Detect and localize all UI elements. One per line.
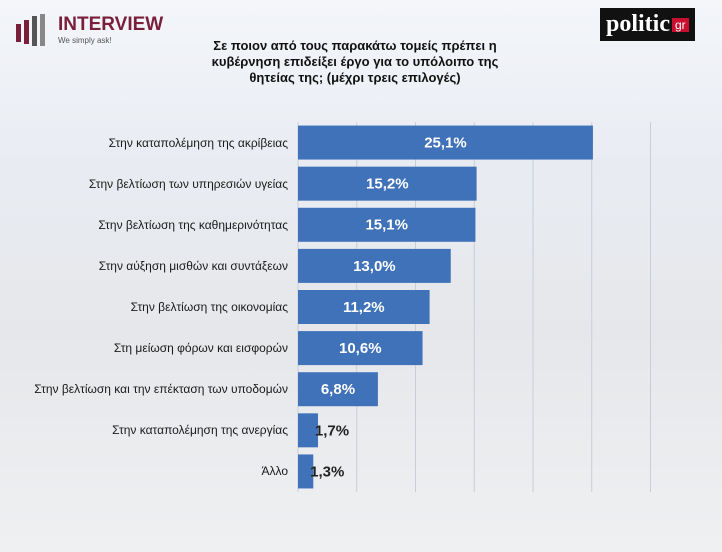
brand-tagline: We simply ask! [58,35,112,45]
category-label: Στην αύξηση μισθών και συντάξεων [98,258,288,273]
bar [298,331,423,366]
category-label: Στην βελτίωση της οικονομίας [130,300,288,314]
category-label: Άλλο [261,464,288,479]
category-label: Στην βελτίωση των υπηρεσιών υγείας [88,176,288,191]
value-label: 11,2% [343,299,385,316]
bar [298,454,314,489]
bar [298,290,430,324]
bar [298,207,476,242]
bar [298,372,378,407]
value-label: 25,1% [424,135,467,152]
bar [298,248,451,283]
logo-icon [16,14,45,46]
category-label: Στην βελτίωση και την επέκταση των υποδο… [34,382,288,397]
bar [298,413,318,448]
value-label: 1,3% [310,463,344,480]
chart-title: Σε ποιον από τους παρακάτω τομείς πρέπει… [211,38,499,85]
partner-name: politic [606,11,670,37]
bar [298,166,477,201]
interview-logo: INTERVIEW We simply ask! [14,12,163,46]
category-label: Στην καταπολέμηση της ακρίβειας [108,135,288,150]
partner-logo: politic gr [600,8,695,41]
category-label: Στην βελτίωση της καθημερινότητας [98,217,288,232]
value-label: 15,2% [366,176,409,193]
brand-name: INTERVIEW [58,13,164,35]
category-label: Στην καταπολέμηση της ανεργίας [112,423,288,438]
value-label: 6,8% [321,381,355,398]
value-label: 15,1% [365,217,408,234]
value-label: 1,7% [315,422,349,439]
category-label: Στη μείωση φόρων και εισφορών [113,341,288,356]
value-label: 10,6% [339,340,382,357]
bar [298,125,593,160]
value-label: 13,0% [353,258,396,275]
partner-suffix: gr [672,17,689,32]
